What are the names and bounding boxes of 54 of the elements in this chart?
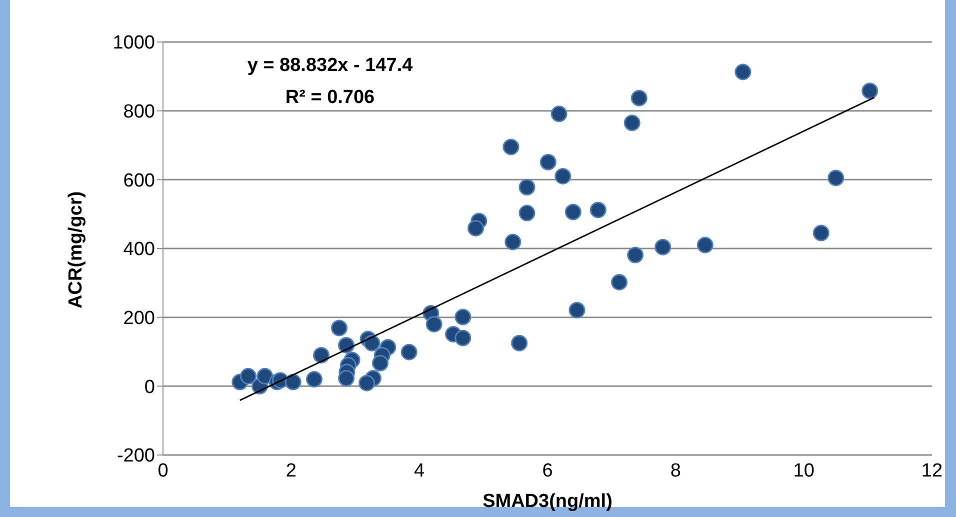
x-tick-label: 0: [158, 460, 168, 482]
y-tick-label: -200: [116, 446, 155, 467]
y-axis-title: ACR(mg/gcr): [66, 191, 87, 308]
point: [511, 334, 528, 352]
point: [372, 354, 388, 372]
point: [627, 246, 644, 264]
point: [696, 236, 714, 254]
x-tick-label: 2: [286, 460, 296, 482]
point: [812, 224, 830, 242]
x-tick-label: 8: [670, 460, 681, 482]
y-tick-label: 600: [123, 170, 155, 192]
y-tick-label: 400: [123, 239, 155, 260]
y-tick-label: 200: [123, 308, 155, 330]
point: [454, 308, 472, 326]
x-tick-label: 6: [542, 460, 553, 482]
x-tick-label: 4: [414, 460, 426, 482]
point: [313, 346, 330, 364]
x-tick-label: 12: [921, 460, 943, 482]
point: [550, 106, 568, 122]
point: [540, 154, 556, 170]
x-axis-title: SMAD3(ng/ml): [482, 491, 612, 512]
point: [862, 82, 878, 100]
point: [284, 374, 302, 390]
point: [330, 320, 348, 336]
point: [256, 368, 274, 384]
point: [240, 368, 256, 384]
point: [554, 168, 572, 184]
point: [338, 370, 355, 386]
point: [564, 204, 582, 220]
point: [518, 178, 536, 196]
annotation: R² = 0.706: [284, 87, 376, 109]
point: [654, 238, 672, 256]
point: [400, 344, 418, 360]
point: [590, 202, 606, 218]
y-tick-label: 0: [144, 376, 155, 398]
point: [734, 64, 752, 80]
point: [611, 274, 628, 290]
point: [504, 234, 522, 250]
point: [467, 220, 484, 236]
point: [828, 170, 844, 186]
annotation: y = 88.832x - 147.4: [246, 55, 414, 77]
y-tick-label: 800: [123, 102, 155, 123]
point: [358, 374, 376, 392]
point: [426, 316, 442, 332]
x-tick-label: 10: [793, 460, 814, 482]
point: [630, 90, 648, 106]
point: [364, 334, 380, 352]
point: [624, 114, 640, 132]
point: [518, 204, 536, 222]
point: [568, 302, 586, 318]
point: [502, 138, 520, 156]
y-tick-label: 1000: [112, 32, 155, 54]
point: [454, 330, 472, 346]
point: [306, 371, 322, 388]
